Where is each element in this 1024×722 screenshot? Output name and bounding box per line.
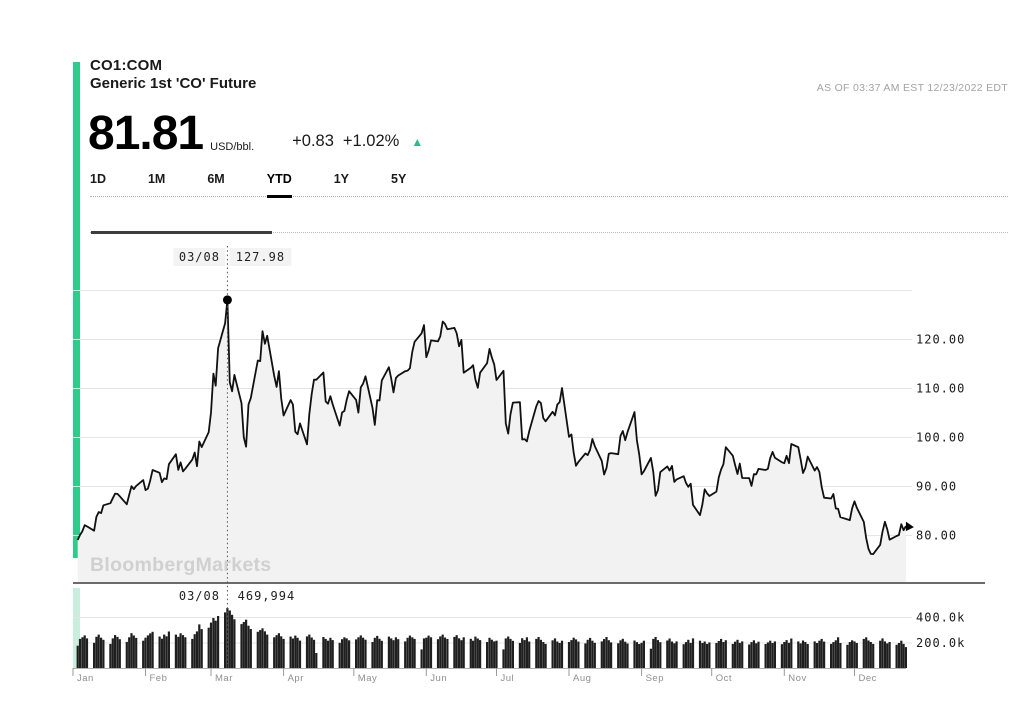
svg-text:Dec: Dec [859,673,877,684]
price-peak-annotation: 03/08 127.98 [173,248,292,266]
svg-text:Jul: Jul [501,673,515,684]
ticker-symbol: CO1:COM [90,57,163,74]
svg-text:Feb: Feb [150,673,168,684]
svg-text:469,994: 469,994 [238,589,296,603]
price-volume-chart[interactable]: 120.00 110.00 100.00 90.00 80.00 400.0k 200.0k… [60,236,1024,692]
as-of-timestamp: AS OF 03:37 AM EST 12/23/2022 EDT [816,82,1008,94]
quote-block: 81.81 USD/bbl. +0.83 +1.02% ▲ [88,107,424,160]
security-name: Generic 1st 'CO' Future [90,75,257,92]
last-price-marker-icon [905,521,914,532]
range-scrubber-track[interactable] [90,231,1008,234]
svg-text:127.98: 127.98 [236,250,285,264]
svg-text:Jan: Jan [77,673,94,684]
svg-text:Mar: Mar [215,673,233,684]
tab-1d[interactable]: 1D [90,172,106,186]
tab-1y[interactable]: 1Y [333,172,350,186]
header: CO1:COM Generic 1st 'CO' Future [90,57,256,93]
svg-text:Jun: Jun [430,673,447,684]
svg-text:03/08: 03/08 [179,250,220,264]
svg-text:May: May [358,673,377,684]
price-area [77,299,906,583]
up-arrow-icon: ▲ [411,135,424,149]
price-change-percent: +1.02% [342,132,400,150]
range-scrubber-handle[interactable] [91,231,272,234]
svg-text:90.00: 90.00 [916,480,957,494]
svg-text:120.00: 120.00 [916,333,965,347]
price-unit: USD/bbl. [210,141,255,153]
svg-text:200.0k: 200.0k [916,636,965,650]
price-change: +0.83 [292,132,334,150]
svg-text:Apr: Apr [288,673,304,684]
volume-peak-annotation: 03/08 469,994 [173,588,304,605]
svg-text:110.00: 110.00 [916,382,965,396]
svg-text:100.00: 100.00 [916,431,965,445]
svg-text:Aug: Aug [573,673,591,684]
tab-1m[interactable]: 1M [147,172,166,186]
tab-5y[interactable]: 5Y [391,172,407,186]
svg-text:Oct: Oct [716,673,732,684]
left-accent-bar-volume [73,588,80,668]
range-tabs: 1D 1M 6M YTD 1Y 5Y [90,172,1008,198]
svg-text:03/08: 03/08 [179,589,220,603]
svg-text:80.00: 80.00 [916,529,957,543]
price-line [76,299,907,555]
peak-dot [222,295,232,305]
tab-ytd[interactable]: YTD [266,172,292,198]
watermark: BloombergMarkets [90,554,272,576]
last-price: 81.81 [88,107,204,160]
svg-text:Sep: Sep [646,673,664,684]
svg-text:Nov: Nov [788,673,806,684]
svg-text:400.0k: 400.0k [916,611,965,625]
tab-6m[interactable]: 6M [207,172,225,186]
left-accent-bar [73,62,80,558]
month-axis: Jan Feb Mar Apr May Jun Jul Aug Sep Oct Nov Dec [72,668,877,684]
